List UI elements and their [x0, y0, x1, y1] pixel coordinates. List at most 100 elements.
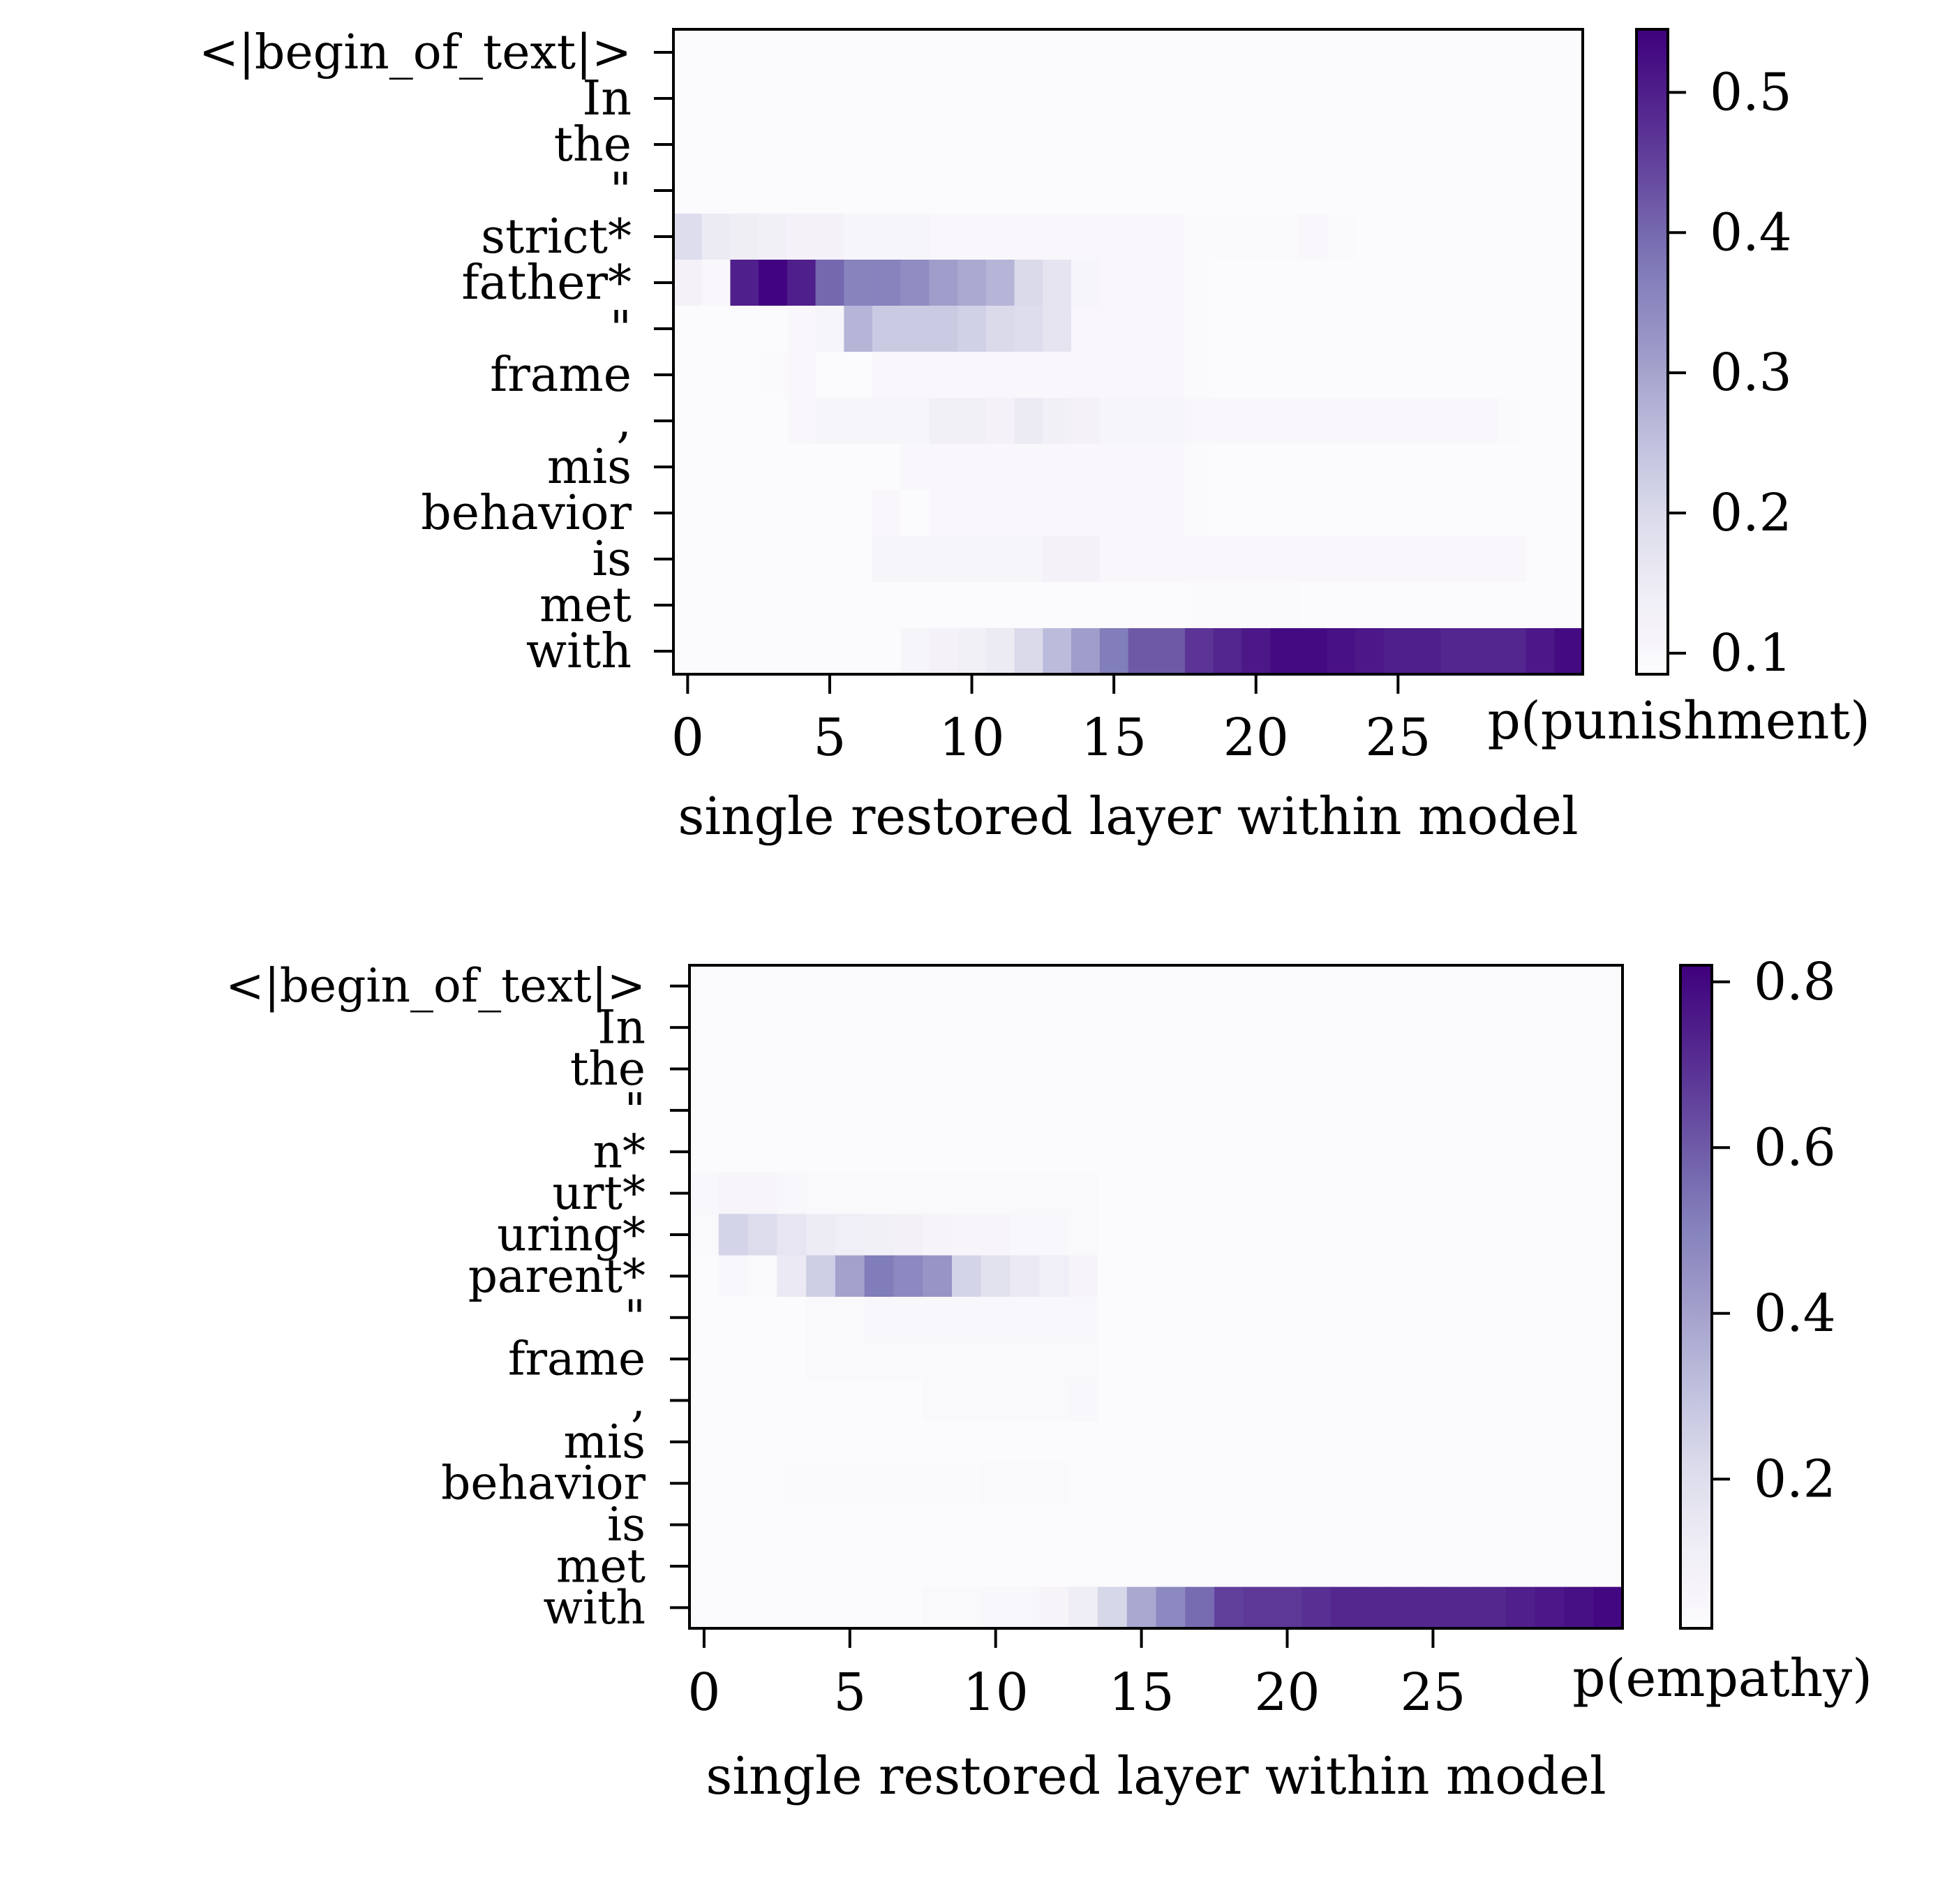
heatmap-cell	[1359, 1338, 1390, 1381]
x-tick-label: 20	[1223, 708, 1289, 768]
heatmap-cell	[1477, 1297, 1507, 1339]
heatmap-cell	[673, 260, 703, 306]
heatmap-cell	[1389, 1297, 1419, 1339]
heatmap-cell	[1535, 1172, 1565, 1214]
heatmap-cell	[1099, 168, 1129, 214]
heatmap-cell	[1243, 1089, 1274, 1132]
heatmap-cell	[1440, 490, 1470, 537]
heatmap-cell	[1043, 398, 1072, 445]
heatmap-cell	[1071, 628, 1101, 675]
heatmap-cell	[1440, 29, 1470, 76]
heatmap-cell	[1099, 628, 1129, 675]
heatmap-cell	[806, 1172, 836, 1214]
heatmap-cell	[1302, 1131, 1332, 1173]
heatmap-cell	[1327, 582, 1356, 629]
heatmap-cell	[701, 75, 731, 122]
heatmap-cell	[1593, 1172, 1623, 1214]
heatmap-cell	[1418, 1214, 1448, 1256]
heatmap-cell	[835, 1048, 865, 1090]
heatmap-cell	[1497, 121, 1527, 168]
heatmap-cell	[957, 75, 987, 122]
heatmap-cell	[1440, 398, 1470, 445]
heatmap-cell	[701, 168, 731, 214]
heatmap-cell	[701, 214, 731, 260]
heatmap-cell	[1359, 1172, 1390, 1214]
heatmap-cell	[900, 490, 930, 537]
heatmap-cell	[1014, 121, 1043, 168]
colorbar-tick-label: 0.1	[1710, 623, 1792, 683]
heatmap-cell	[893, 1545, 923, 1588]
heatmap-cell	[1270, 260, 1299, 306]
heatmap-cell	[1389, 1379, 1419, 1422]
heatmap-cell	[1014, 260, 1043, 306]
heatmap-cell	[1355, 628, 1385, 675]
heatmap-cell	[1327, 536, 1356, 583]
heatmap-cell	[689, 1421, 719, 1464]
heatmap-cell	[1477, 1545, 1507, 1588]
heatmap-cell	[1505, 1421, 1536, 1464]
heatmap-cell	[1383, 628, 1413, 675]
y-tick-label: uring*	[497, 1207, 646, 1261]
heatmap-cell	[872, 582, 902, 629]
heatmap-cell	[1298, 260, 1328, 306]
heatmap-cell	[1156, 1214, 1186, 1256]
heatmap-cell	[957, 352, 987, 399]
heatmap-cell	[900, 306, 930, 352]
heatmap-cell	[747, 1089, 777, 1132]
heatmap-cell	[1184, 75, 1214, 122]
heatmap-cell	[701, 260, 731, 306]
heatmap-cell	[815, 536, 844, 583]
heatmap-cell	[1359, 1297, 1390, 1339]
heatmap-cell	[786, 444, 816, 491]
heatmap-cell	[1418, 1089, 1448, 1132]
heatmap-cell	[1243, 1586, 1274, 1629]
heatmap-cell	[1128, 29, 1157, 76]
heatmap-cell	[1185, 1214, 1215, 1256]
heatmap-cell	[900, 628, 930, 675]
heatmap-cell	[1302, 1089, 1332, 1132]
heatmap-cell	[1010, 1131, 1040, 1173]
heatmap-cell	[1477, 1089, 1507, 1132]
heatmap-cell	[1097, 1503, 1128, 1546]
heatmap-cell	[1156, 1586, 1186, 1629]
heatmap-cell	[1359, 1131, 1390, 1173]
heatmap-cell	[1389, 1255, 1419, 1297]
heatmap-cell	[1383, 214, 1413, 260]
x-axis-label: single restored layer within model	[678, 787, 1578, 847]
heatmap-cell	[1327, 260, 1356, 306]
heatmap-cell	[980, 1545, 1011, 1588]
heatmap-cell	[900, 398, 930, 445]
heatmap-cell	[1535, 1462, 1565, 1505]
heatmap-cell	[806, 1421, 836, 1464]
heatmap-cell	[1099, 29, 1129, 76]
heatmap-cell	[673, 29, 703, 76]
heatmap-cell	[718, 1462, 749, 1505]
heatmap-cell	[1447, 1545, 1477, 1588]
heatmap-cell	[747, 1586, 777, 1629]
heatmap-cell	[1302, 1048, 1332, 1090]
heatmap-cell	[1505, 1462, 1536, 1505]
heatmap-cell	[923, 1048, 953, 1090]
heatmap-cell	[1128, 444, 1157, 491]
heatmap-cell	[957, 214, 987, 260]
heatmap-cell	[1412, 260, 1442, 306]
heatmap-cell	[689, 1379, 719, 1422]
heatmap-cell	[1126, 1255, 1157, 1297]
heatmap-cell	[980, 1214, 1011, 1256]
heatmap-cell	[893, 1297, 923, 1339]
heatmap-cell	[980, 1048, 1011, 1090]
heatmap-cell	[1359, 1214, 1390, 1256]
heatmap-cell	[923, 1089, 953, 1132]
heatmap-cell	[985, 168, 1015, 214]
heatmap-cell	[1331, 1048, 1361, 1090]
heatmap-cell	[1214, 1172, 1244, 1214]
heatmap-cell	[1243, 1462, 1274, 1505]
heatmap-cell	[759, 628, 788, 675]
heatmap-cell	[786, 536, 816, 583]
heatmap-cell	[1213, 214, 1242, 260]
heatmap-cell	[1302, 965, 1332, 1007]
heatmap-cell	[929, 628, 958, 675]
heatmap-cell	[1039, 1214, 1069, 1256]
heatmap-cell	[923, 1172, 953, 1214]
heatmap-cell	[730, 628, 759, 675]
